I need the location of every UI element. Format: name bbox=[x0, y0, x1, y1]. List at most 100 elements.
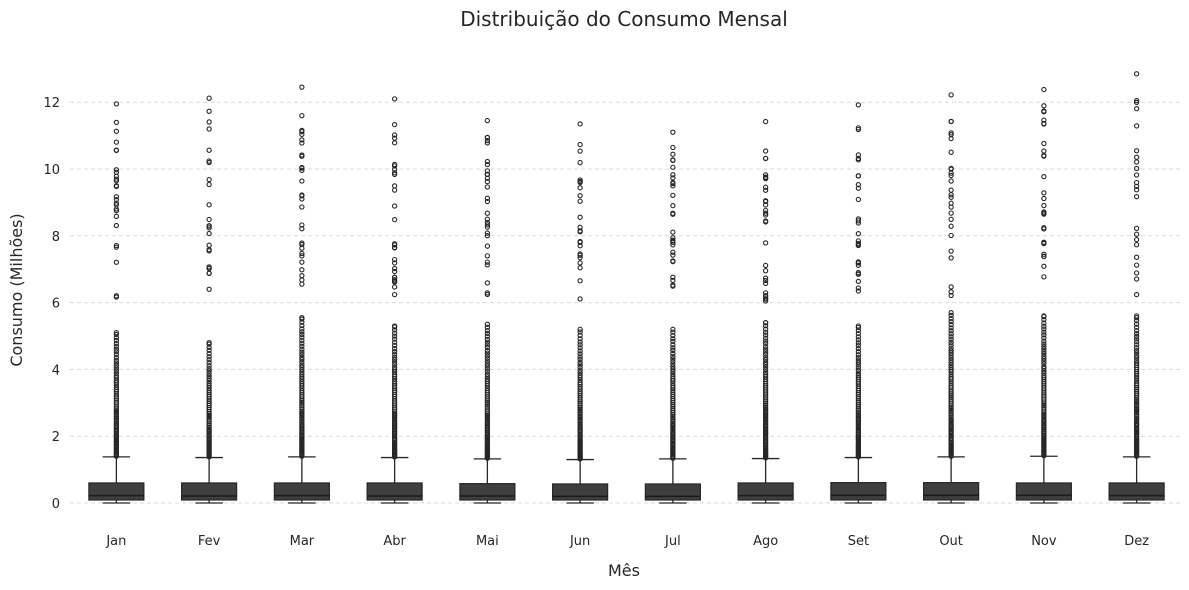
outlier-point bbox=[855, 340, 862, 346]
outlier-point bbox=[948, 359, 954, 366]
outlier-point bbox=[299, 272, 305, 279]
outlier-point bbox=[113, 222, 120, 229]
outlier-point bbox=[855, 259, 862, 265]
outlier-point bbox=[762, 338, 769, 344]
outlier-point bbox=[391, 418, 398, 424]
outliers-Mai bbox=[484, 117, 491, 461]
outlier-point bbox=[299, 152, 305, 158]
outlier-point bbox=[299, 250, 305, 257]
outlier-point bbox=[391, 364, 398, 371]
outlier-point bbox=[1041, 195, 1047, 202]
outlier-point bbox=[577, 416, 583, 422]
outlier-point bbox=[206, 365, 212, 372]
outlier-point bbox=[670, 157, 676, 164]
outlier-point bbox=[670, 211, 676, 217]
outlier-point bbox=[1041, 120, 1047, 127]
outlier-point bbox=[113, 331, 120, 338]
outlier-point bbox=[299, 369, 305, 375]
outlier-point bbox=[948, 131, 954, 138]
outlier-point bbox=[299, 267, 305, 273]
outlier-point bbox=[948, 414, 954, 420]
outlier-point bbox=[762, 359, 769, 365]
outlier-point bbox=[948, 118, 954, 125]
outlier-point bbox=[577, 193, 583, 199]
outlier-point bbox=[855, 173, 862, 179]
outlier-point bbox=[1133, 71, 1140, 77]
outlier-point bbox=[113, 362, 120, 369]
outlier-point bbox=[1041, 348, 1047, 355]
outlier-point bbox=[391, 183, 398, 189]
outlier-point bbox=[948, 325, 954, 331]
outlier-point bbox=[1133, 242, 1140, 248]
outlier-point bbox=[1041, 313, 1047, 319]
outlier-point bbox=[299, 131, 305, 138]
outlier-point bbox=[113, 147, 120, 153]
outlier-point bbox=[391, 323, 398, 329]
outlier-point bbox=[855, 337, 862, 343]
outlier-point bbox=[113, 365, 120, 371]
iqr-box bbox=[273, 482, 330, 501]
outlier-point bbox=[484, 219, 491, 226]
outlier-point bbox=[299, 418, 305, 424]
iqr-box bbox=[644, 483, 701, 501]
outlier-point bbox=[577, 379, 583, 386]
outliers-Nov bbox=[1041, 86, 1047, 459]
outlier-point bbox=[1133, 270, 1140, 276]
outlier-point bbox=[299, 337, 305, 344]
outlier-point bbox=[299, 253, 305, 259]
outlier-point bbox=[762, 404, 769, 410]
outlier-point bbox=[299, 356, 305, 363]
outlier-point bbox=[577, 367, 583, 374]
outlier-point bbox=[948, 367, 954, 373]
outlier-point bbox=[391, 187, 398, 193]
outlier-point bbox=[391, 279, 398, 285]
outlier-point bbox=[1041, 343, 1047, 350]
outlier-point bbox=[1133, 231, 1140, 237]
outlier-point bbox=[299, 354, 305, 360]
outlier-point bbox=[484, 222, 491, 228]
outlier-point bbox=[577, 329, 583, 335]
outlier-point bbox=[762, 402, 769, 408]
outlier-point bbox=[948, 416, 954, 422]
outlier-point bbox=[762, 184, 769, 190]
outliers-Set bbox=[855, 102, 862, 460]
outlier-point bbox=[1133, 347, 1140, 354]
outlier-point bbox=[577, 348, 583, 354]
outlier-point bbox=[1041, 338, 1047, 344]
outlier-point bbox=[1041, 341, 1047, 347]
outlier-point bbox=[206, 412, 212, 418]
outlier-point bbox=[113, 128, 120, 134]
x-tick-label: Set bbox=[848, 534, 869, 549]
outlier-point bbox=[948, 187, 954, 193]
outlier-point bbox=[1133, 254, 1140, 260]
outlier-point bbox=[670, 358, 676, 365]
outlier-point bbox=[299, 204, 305, 210]
outlier-point bbox=[762, 218, 769, 224]
outlier-point bbox=[484, 324, 491, 330]
outlier-point bbox=[113, 183, 120, 190]
outlier-point bbox=[299, 340, 305, 346]
outlier-point bbox=[855, 218, 862, 224]
outlier-point bbox=[206, 426, 212, 432]
x-tick-label: Jun bbox=[569, 534, 590, 549]
outlier-point bbox=[391, 241, 398, 247]
outlier-point bbox=[484, 333, 491, 339]
outlier-point bbox=[762, 326, 769, 332]
outlier-point bbox=[1133, 225, 1140, 232]
outlier-point bbox=[948, 216, 954, 222]
outlier-point bbox=[299, 334, 305, 340]
outlier-point bbox=[855, 196, 862, 203]
x-tick-label: Jul bbox=[664, 534, 681, 549]
outlier-point bbox=[855, 285, 862, 291]
outlier-point bbox=[855, 423, 862, 429]
outlier-point bbox=[855, 157, 862, 163]
box-Mar bbox=[273, 456, 330, 504]
outlier-point bbox=[391, 216, 398, 223]
outlier-point bbox=[948, 170, 954, 176]
outlier-point bbox=[299, 129, 305, 135]
outlier-point bbox=[206, 230, 212, 237]
outlier-point bbox=[206, 147, 212, 153]
outliers-Jun bbox=[577, 121, 583, 462]
outlier-point bbox=[948, 407, 954, 413]
